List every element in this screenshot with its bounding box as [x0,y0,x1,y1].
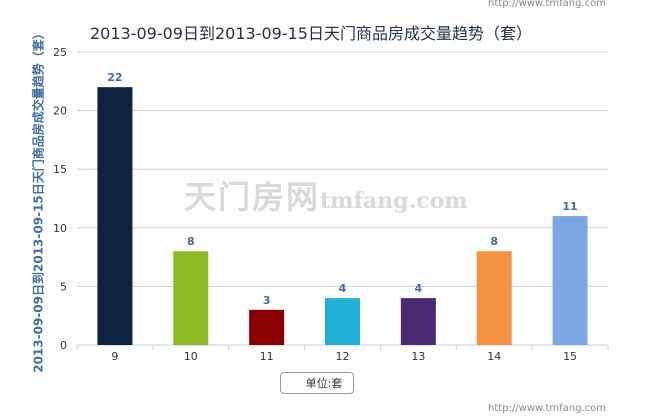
legend[interactable]: 单位:套 [280,372,354,394]
x-tick-label: 13 [411,350,425,363]
watermark-logo: 天门房网tmfang.com [184,172,468,218]
y-tick-label: 10 [53,222,67,235]
data-label: 4 [415,282,423,295]
bar [97,87,133,345]
data-label: 11 [562,200,577,213]
legend-label: 单位:套 [305,377,343,390]
data-label: 8 [187,235,195,248]
y-tick-label: 25 [53,46,67,59]
x-tick-label: 14 [487,350,501,363]
data-label: 22 [107,71,122,84]
x-tick-label: 12 [336,350,350,363]
chart-title: 2013-09-09日到2013-09-15日天门商品房成交量趋势（套） [90,24,532,43]
x-tick-label: 15 [563,350,577,363]
watermark-domain: tmfang.com [320,188,468,214]
data-label: 3 [263,294,271,307]
y-tick-label: 5 [60,280,67,293]
bar [325,298,360,345]
bar [249,309,285,345]
bar [552,216,588,345]
bar [400,298,436,345]
data-label: 8 [490,235,498,248]
y-tick-label: 15 [53,163,67,176]
y-tick-label: 20 [53,105,67,118]
data-label: 4 [339,282,347,295]
y-tick-label: 0 [60,339,67,352]
x-tick-label: 10 [184,350,198,363]
bar [476,251,512,345]
bar [173,251,209,345]
watermark-logo-text: 天门房网 [184,178,321,216]
footer-url: http://www.tmfang.com [488,403,606,414]
watermark-url-top: http://www.tmfang.com [488,0,606,9]
x-tick-label: 11 [260,350,274,363]
x-tick-label: 9 [111,350,118,363]
